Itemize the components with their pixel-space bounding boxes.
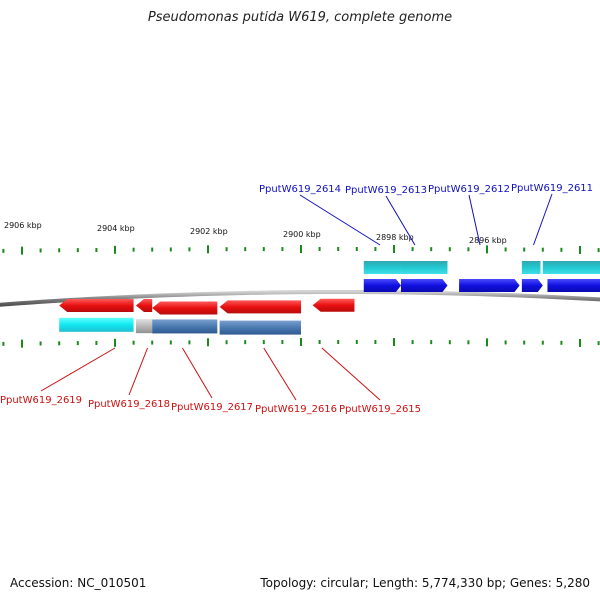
forward-cds-block[interactable] bbox=[542, 261, 600, 274]
forward-cds-block[interactable] bbox=[400, 261, 448, 274]
reverse-cds-block[interactable] bbox=[135, 319, 153, 334]
reverse-gene-arrow[interactable] bbox=[135, 299, 153, 312]
reverse-label-leader bbox=[40, 347, 116, 392]
reverse-gene-arrow[interactable] bbox=[152, 301, 218, 315]
reverse-gene-label[interactable]: PputW619_2619 bbox=[0, 395, 82, 406]
forward-gene-arrow[interactable] bbox=[459, 279, 520, 292]
axis-label: 2904 kbp bbox=[97, 224, 135, 233]
forward-gene-arrow[interactable] bbox=[521, 279, 543, 292]
genome-backbone bbox=[0, 289, 600, 307]
reverse-gene-label[interactable]: PputW619_2617 bbox=[171, 402, 253, 413]
axis-label: 2896 kbp bbox=[469, 236, 507, 245]
reverse-cds-block[interactable] bbox=[152, 319, 218, 334]
forward-gene-label[interactable]: PputW619_2612 bbox=[428, 184, 510, 195]
reverse-label-leader bbox=[321, 347, 381, 401]
forward-label-leader bbox=[533, 193, 553, 246]
forward-gene-label[interactable]: PputW619_2614 bbox=[259, 184, 341, 195]
forward-gene-arrow[interactable] bbox=[400, 279, 448, 292]
forward-label-leader bbox=[385, 195, 416, 246]
forward-cds-block[interactable] bbox=[363, 261, 401, 274]
genome-summary-text: Topology: circular; Length: 5,774,330 bp… bbox=[260, 576, 590, 590]
reverse-gene-label[interactable]: PputW619_2615 bbox=[339, 404, 421, 415]
forward-gene-label[interactable]: PputW619_2613 bbox=[345, 185, 427, 196]
reverse-gene-arrow[interactable] bbox=[59, 299, 134, 312]
reverse-gene-label[interactable]: PputW619_2616 bbox=[255, 404, 337, 415]
reverse-label-leader bbox=[128, 347, 149, 396]
forward-cds-block[interactable] bbox=[521, 261, 541, 274]
reverse-cds-block[interactable] bbox=[219, 320, 301, 335]
reverse-gene-label[interactable]: PputW619_2618 bbox=[88, 399, 170, 410]
forward-gene-arrow[interactable] bbox=[547, 279, 600, 292]
reverse-gene-arrow[interactable] bbox=[219, 300, 301, 314]
forward-label-leader bbox=[468, 194, 481, 246]
axis-label: 2906 kbp bbox=[4, 221, 42, 230]
reverse-label-leader bbox=[181, 347, 213, 399]
reverse-cds-block[interactable] bbox=[59, 317, 134, 332]
axis-label: 2898 kbp bbox=[376, 233, 414, 242]
forward-gene-label[interactable]: PputW619_2611 bbox=[511, 183, 593, 194]
axis-label: 2900 kbp bbox=[283, 230, 321, 239]
forward-label-leader bbox=[299, 194, 381, 246]
axis-label: 2902 kbp bbox=[190, 227, 228, 236]
forward-gene-arrow[interactable] bbox=[363, 279, 401, 292]
reverse-label-leader bbox=[263, 347, 297, 401]
reverse-gene-arrow[interactable] bbox=[312, 298, 355, 312]
map-title: Pseudomonas putida W619, complete genome bbox=[147, 10, 453, 25]
accession-text: Accession: NC_010501 bbox=[10, 576, 147, 590]
